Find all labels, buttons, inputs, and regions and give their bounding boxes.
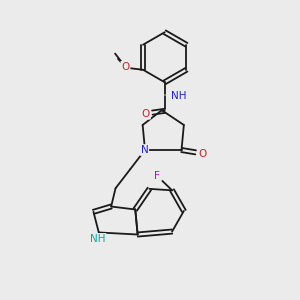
Text: N: N bbox=[140, 145, 148, 155]
Text: NH: NH bbox=[90, 234, 106, 244]
Text: O: O bbox=[121, 62, 130, 72]
Text: NH: NH bbox=[171, 91, 187, 101]
Text: O: O bbox=[142, 109, 150, 119]
Text: O: O bbox=[198, 148, 206, 158]
Text: F: F bbox=[154, 171, 159, 181]
